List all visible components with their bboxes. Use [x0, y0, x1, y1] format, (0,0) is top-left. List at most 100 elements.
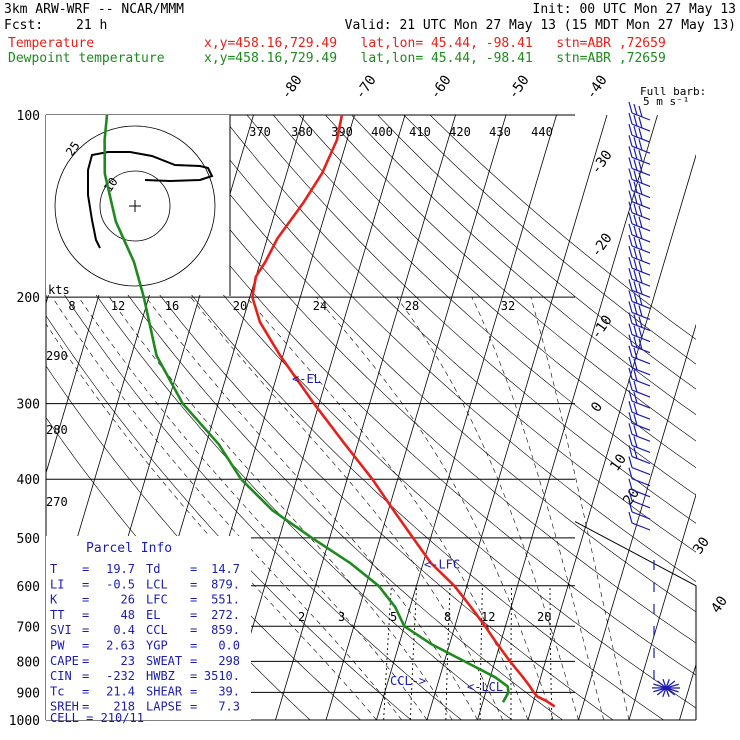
- parcel-equals: =: [190, 639, 197, 653]
- isotherm-line: [0, 115, 1, 720]
- parcel-equals: =: [82, 654, 89, 668]
- pressure-label: 200: [17, 291, 40, 306]
- speed-label: 12: [111, 299, 125, 313]
- dry-adiabat-line: [46, 172, 563, 720]
- dry-adiabat-line: [351, 115, 696, 416]
- wind-barb-flag: [638, 260, 643, 273]
- wind-barb-staff: [631, 322, 651, 332]
- parcel-key: SWEAT: [146, 654, 182, 668]
- wind-barb-staff: [631, 345, 651, 354]
- mixing-ratio-line: [383, 585, 392, 720]
- wind-barb-flag: [638, 327, 643, 339]
- wind-barb-surface: [653, 683, 667, 689]
- theta-top-label: 410: [409, 125, 431, 139]
- hodograph-ring-label: 25: [63, 139, 83, 159]
- wind-barb-flag: [628, 489, 633, 501]
- parcel-key: EL: [146, 608, 160, 622]
- parcel-info-title: Parcel Info: [86, 541, 172, 556]
- parcel-value: 21.4: [106, 684, 135, 698]
- parcel-equals: =: [82, 639, 89, 653]
- parcel-equals: =: [190, 684, 197, 698]
- wind-barb-flag: [633, 347, 638, 359]
- dry-adiabat-line: [46, 266, 462, 720]
- wind-barb-flag: [633, 225, 638, 238]
- parcel-value: 0.0: [218, 639, 240, 653]
- parcel-key: T: [50, 562, 57, 576]
- wind-barb-staff: [631, 334, 651, 343]
- wind-barb-staff: [631, 389, 651, 398]
- parcel-value: -0.5: [106, 577, 135, 591]
- wind-barb-surface: [665, 687, 679, 693]
- parcel-value: 14.7: [211, 562, 240, 576]
- wind-barb-staff: [631, 455, 651, 465]
- speed-unit-label: kts: [48, 283, 70, 297]
- wind-barb-staff: [631, 190, 651, 199]
- wind-barb-flag: [638, 205, 643, 217]
- wind-barb-flag: [633, 103, 638, 116]
- wind-barb-flag: [628, 135, 633, 147]
- parcel-equals: =: [82, 623, 89, 637]
- wind-barb-staff: [631, 378, 651, 387]
- isotherm-line: [224, 115, 406, 720]
- wind-barb-flag: [633, 247, 638, 260]
- wind-barb-staff: [631, 201, 651, 210]
- parcel-key: K: [50, 593, 58, 607]
- valid-time: Valid: 21 UTC Mon 27 May 13 (15 MDT Mon …: [344, 18, 736, 33]
- level-annotation: <-EL: [292, 372, 321, 386]
- wind-barb-flag: [633, 159, 638, 171]
- wind-barb-surface: [662, 678, 667, 689]
- parcel-equals: =: [82, 684, 89, 698]
- parcel-key: SHEAR: [146, 684, 183, 698]
- wind-barb-flag: [628, 223, 633, 236]
- wind-barb-flag: [633, 380, 638, 393]
- wind-barb-flag: [633, 137, 638, 149]
- moist-adiabat-line: [51, 296, 403, 720]
- wind-barb-staff: [631, 500, 651, 509]
- hodograph-ring-inner: [99, 170, 171, 242]
- wind-barb-flag: [628, 245, 633, 258]
- parcel-value: 3510.: [204, 669, 240, 683]
- speed-label: 16: [165, 299, 179, 313]
- parcel-equals: =: [190, 593, 197, 607]
- parcel-value: -232: [106, 669, 135, 683]
- wind-barb-flag: [628, 179, 633, 191]
- wind-barb-staff: [631, 411, 651, 420]
- wind-barb-flag: [633, 358, 638, 371]
- wind-barb-flag: [628, 168, 633, 180]
- hodograph-trace: [87, 151, 214, 249]
- pressure-label: 1000: [9, 714, 40, 729]
- wind-barb-flag: [633, 170, 638, 182]
- mixing-ratio-label: 2: [298, 610, 305, 624]
- wind-barb-staff: [631, 489, 651, 498]
- parcel-value: 879.: [211, 577, 240, 591]
- wind-barb-flag: [633, 436, 638, 448]
- wind-barb-staff: [631, 400, 651, 409]
- level-annotation: <-LFC: [424, 557, 460, 571]
- wind-barb-flag: [638, 161, 643, 173]
- isotherm-line: [628, 493, 696, 720]
- wind-barb-staff: [631, 212, 651, 221]
- dry-adiabat-line: [272, 115, 696, 496]
- wind-barb-surface: [662, 687, 667, 698]
- parcel-key: LFC: [146, 593, 168, 607]
- wind-barb-flag: [628, 378, 633, 391]
- dry-adiabat-line: [194, 115, 696, 583]
- wind-barb-staff: [631, 356, 651, 365]
- parcel-equals: =: [82, 577, 89, 591]
- parcel-info-panel: Parcel Info T = 19.7 Td = 14.7 LI = -0.5 LCL = 879…: [46, 536, 251, 725]
- parcel-key: Tc: [50, 684, 64, 698]
- wind-barb-flag: [638, 249, 643, 262]
- parcel-equals: =: [190, 562, 197, 576]
- parcel-value: 2.63: [106, 639, 135, 653]
- wind-barb-flag: [633, 126, 638, 138]
- wind-barb-staff: [631, 289, 651, 298]
- mixing-ratio-line: [510, 585, 513, 720]
- wind-barb-flag: [633, 114, 638, 127]
- speed-label: 32: [501, 299, 515, 313]
- isotherm-label: 10: [607, 451, 630, 474]
- parcel-value: 298: [218, 654, 240, 668]
- mixing-ratio-lines: [383, 585, 553, 720]
- wind-barb-flag: [628, 146, 633, 158]
- parcel-equals: =: [190, 608, 197, 622]
- theta-top-label: 400: [371, 125, 393, 139]
